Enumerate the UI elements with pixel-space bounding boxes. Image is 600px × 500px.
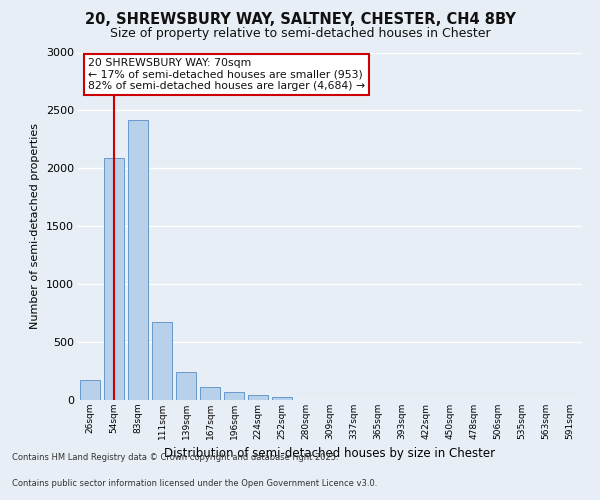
Text: Contains public sector information licensed under the Open Government Licence v3: Contains public sector information licen… [12,478,377,488]
Bar [200,388,220,400]
Bar [176,372,196,400]
Text: 20, SHREWSBURY WAY, SALTNEY, CHESTER, CH4 8BY: 20, SHREWSBURY WAY, SALTNEY, CHESTER, CH… [85,12,515,28]
Bar [272,396,292,400]
Text: Contains HM Land Registry data © Crown copyright and database right 2025.: Contains HM Land Registry data © Crown c… [12,454,338,462]
X-axis label: Distribution of semi-detached houses by size in Chester: Distribution of semi-detached houses by … [164,448,496,460]
Bar [128,120,148,400]
Bar [224,392,244,400]
Text: 20 SHREWSBURY WAY: 70sqm
← 17% of semi-detached houses are smaller (953)
82% of : 20 SHREWSBURY WAY: 70sqm ← 17% of semi-d… [88,58,365,91]
Bar [104,158,124,400]
Text: Size of property relative to semi-detached houses in Chester: Size of property relative to semi-detach… [110,28,490,40]
Bar [80,380,100,400]
Bar [152,322,172,400]
Y-axis label: Number of semi-detached properties: Number of semi-detached properties [30,123,40,329]
Bar [248,396,268,400]
